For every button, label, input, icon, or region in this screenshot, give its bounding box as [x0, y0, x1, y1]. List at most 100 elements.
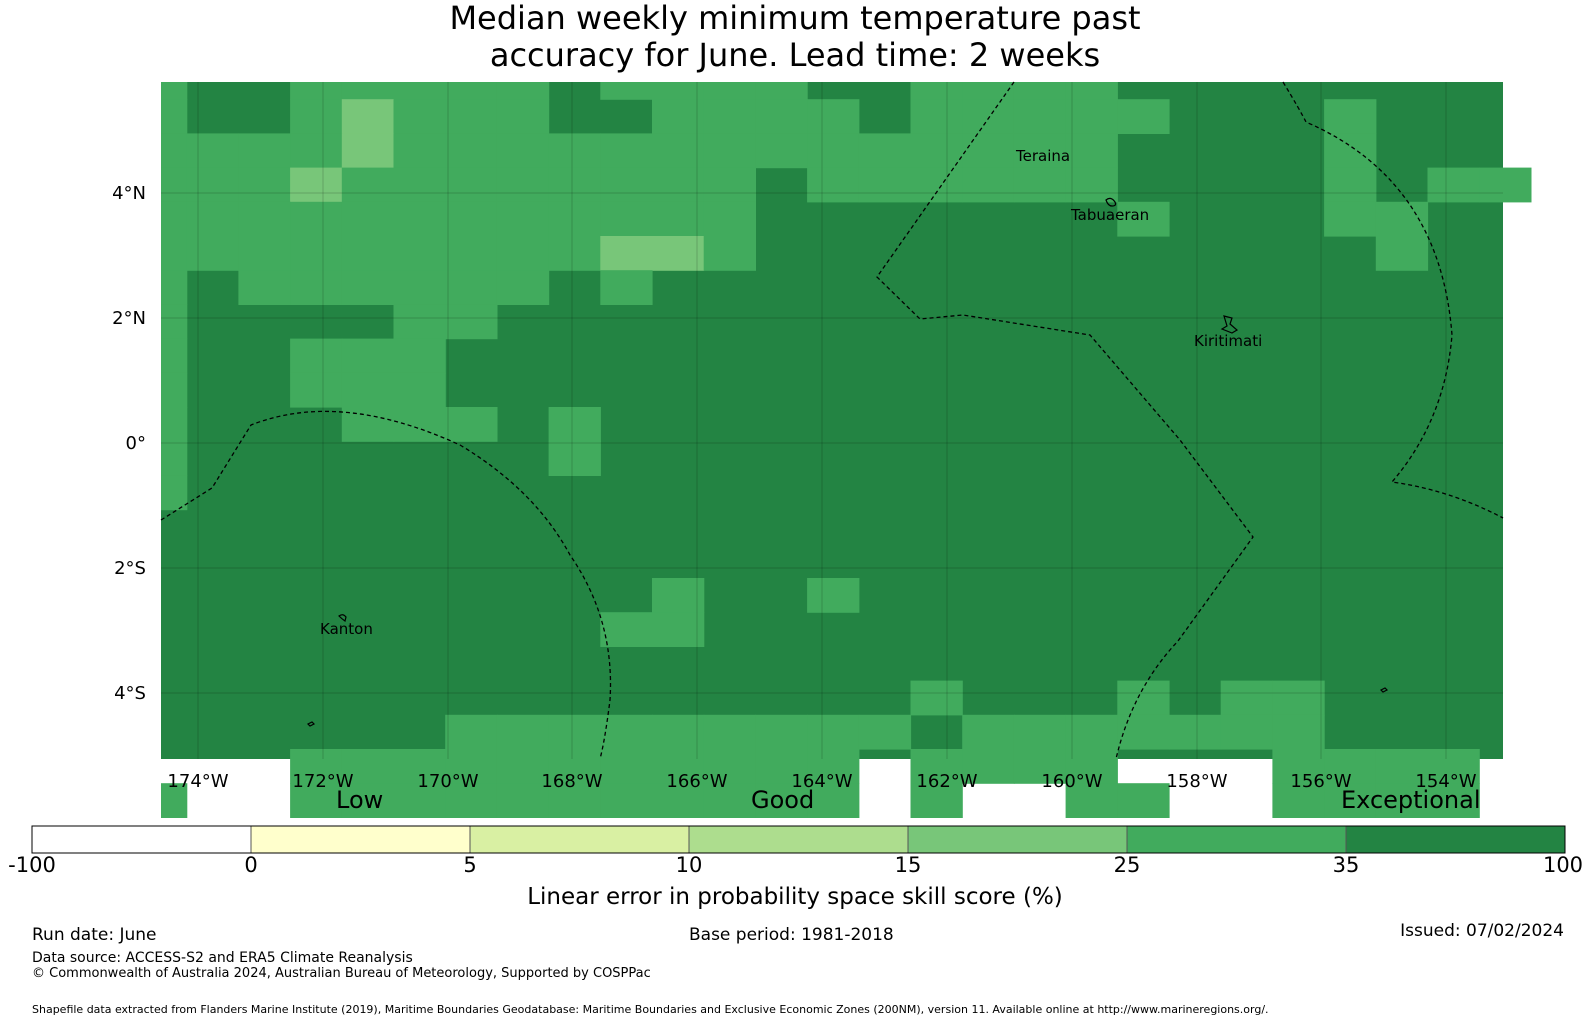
skill-cell: [1427, 749, 1480, 784]
skill-cell: [341, 407, 395, 442]
skill-cell: [652, 236, 705, 271]
skill-cell: [910, 82, 963, 100]
skill-cell: [341, 99, 395, 134]
skill-cell: [548, 201, 601, 237]
longitude-tick-labels: 174°W 172°W 170°W 168°W 166°W 164°W 162°W 160°W…: [167, 771, 1476, 792]
skill-cell: [910, 680, 963, 716]
skill-cell: [445, 99, 498, 134]
island-small-1: [306, 721, 316, 727]
island-kiritimati: [1220, 315, 1239, 334]
skill-cell: [703, 133, 756, 169]
colorbar-frame: [31, 825, 1566, 854]
skill-cell: [238, 270, 291, 305]
skill-cell: [600, 612, 653, 647]
shapefile-credit: Shapefile data extracted from Flanders M…: [32, 1003, 1269, 1016]
skill-cell: [858, 133, 912, 169]
skill-cell: [161, 407, 188, 442]
colorbar-tick: 5: [463, 853, 477, 877]
colorbar-tick: 15: [894, 853, 922, 877]
skill-cell: [962, 167, 1015, 203]
skill-cell: [807, 749, 860, 784]
skill-cell: [1272, 680, 1325, 716]
skill-cell: [703, 236, 756, 271]
skill-cell: [341, 783, 395, 818]
skill-cell: [1375, 236, 1429, 271]
skill-cell: [652, 783, 705, 818]
skill-cell: [445, 82, 498, 100]
skill-cell: [393, 167, 446, 203]
skill-cell: [496, 270, 550, 305]
skill-cell: [290, 133, 343, 169]
skill-cell: [1324, 783, 1377, 818]
skill-cell: [1013, 749, 1067, 784]
skill-cell: [652, 167, 705, 203]
skill-cell: [1220, 714, 1273, 750]
skill-cell: [548, 236, 601, 271]
skill-cell: [548, 783, 601, 818]
eez-boundary-north: [876, 81, 1254, 760]
skill-cell: [1065, 167, 1118, 203]
latitude-tick-label: 4°S: [114, 683, 146, 704]
skill-cell: [600, 201, 653, 237]
map-title: Median weekly minimum temperature past a…: [0, 0, 1590, 74]
skill-cell: [161, 783, 188, 818]
skill-cell: [652, 201, 705, 237]
skill-cell: [755, 783, 808, 818]
colorbar-segment: [31, 825, 252, 854]
longitude-tick-label: 158°W: [1166, 771, 1227, 792]
colorbar-tick: 10: [675, 853, 703, 877]
skill-cell: [186, 201, 239, 237]
eez-boundary-kanton: [160, 410, 612, 760]
skill-cell: [858, 167, 912, 203]
skill-cell: [393, 99, 446, 134]
longitude-tick-label: 154°W: [1415, 771, 1476, 792]
skill-cell: [962, 749, 1015, 784]
skill-cells: [161, 82, 1532, 818]
skill-cell: [703, 167, 756, 203]
skill-cell: [161, 304, 188, 340]
skill-cell: [238, 167, 291, 203]
skill-cell: [910, 133, 963, 169]
skill-cell: [1013, 714, 1067, 750]
skill-cell: [290, 372, 343, 408]
skill-cell: [548, 167, 601, 203]
skill-cell: [186, 167, 239, 203]
skill-cell: [393, 82, 446, 100]
longitude-tick-label: 170°W: [417, 771, 478, 792]
skill-cell: [600, 236, 653, 271]
islands: [306, 197, 1389, 727]
colorbar-segment: [250, 825, 471, 854]
skill-cell: [341, 270, 395, 305]
skill-cell: [807, 99, 860, 134]
skill-cell: [161, 270, 188, 305]
skill-cell: [807, 783, 860, 818]
skill-cell: [290, 167, 343, 203]
skill-cell: [1324, 133, 1377, 169]
skill-cell: [186, 133, 239, 169]
skill-cell: [393, 407, 446, 442]
skill-cell: [600, 270, 653, 305]
skill-cell: [1479, 167, 1532, 203]
skill-cell: [652, 99, 705, 134]
skill-cell: [161, 475, 188, 511]
skill-cell: [161, 441, 188, 476]
skill-cell: [755, 82, 808, 100]
longitude-tick-label: 164°W: [791, 771, 852, 792]
skill-cell: [1065, 99, 1118, 134]
skill-cell: [962, 99, 1015, 134]
skill-cell: [496, 133, 550, 169]
skill-cell: [807, 714, 860, 750]
skill-cell: [290, 749, 343, 784]
skill-cell: [703, 201, 756, 237]
colorbar-segment: [907, 825, 1128, 854]
skill-cell: [290, 270, 343, 305]
skill-cell: [238, 133, 291, 169]
skill-cell: [1324, 749, 1377, 784]
colorbar-tick: 100: [1542, 853, 1584, 877]
skill-cell: [445, 407, 498, 442]
skill-cell: [858, 714, 912, 750]
skill-cell: [393, 749, 446, 784]
colorbar: [31, 825, 1566, 854]
place-label-tabuaeran: Tabuaeran: [1070, 206, 1149, 224]
island-tabuaeran: [1105, 197, 1117, 207]
